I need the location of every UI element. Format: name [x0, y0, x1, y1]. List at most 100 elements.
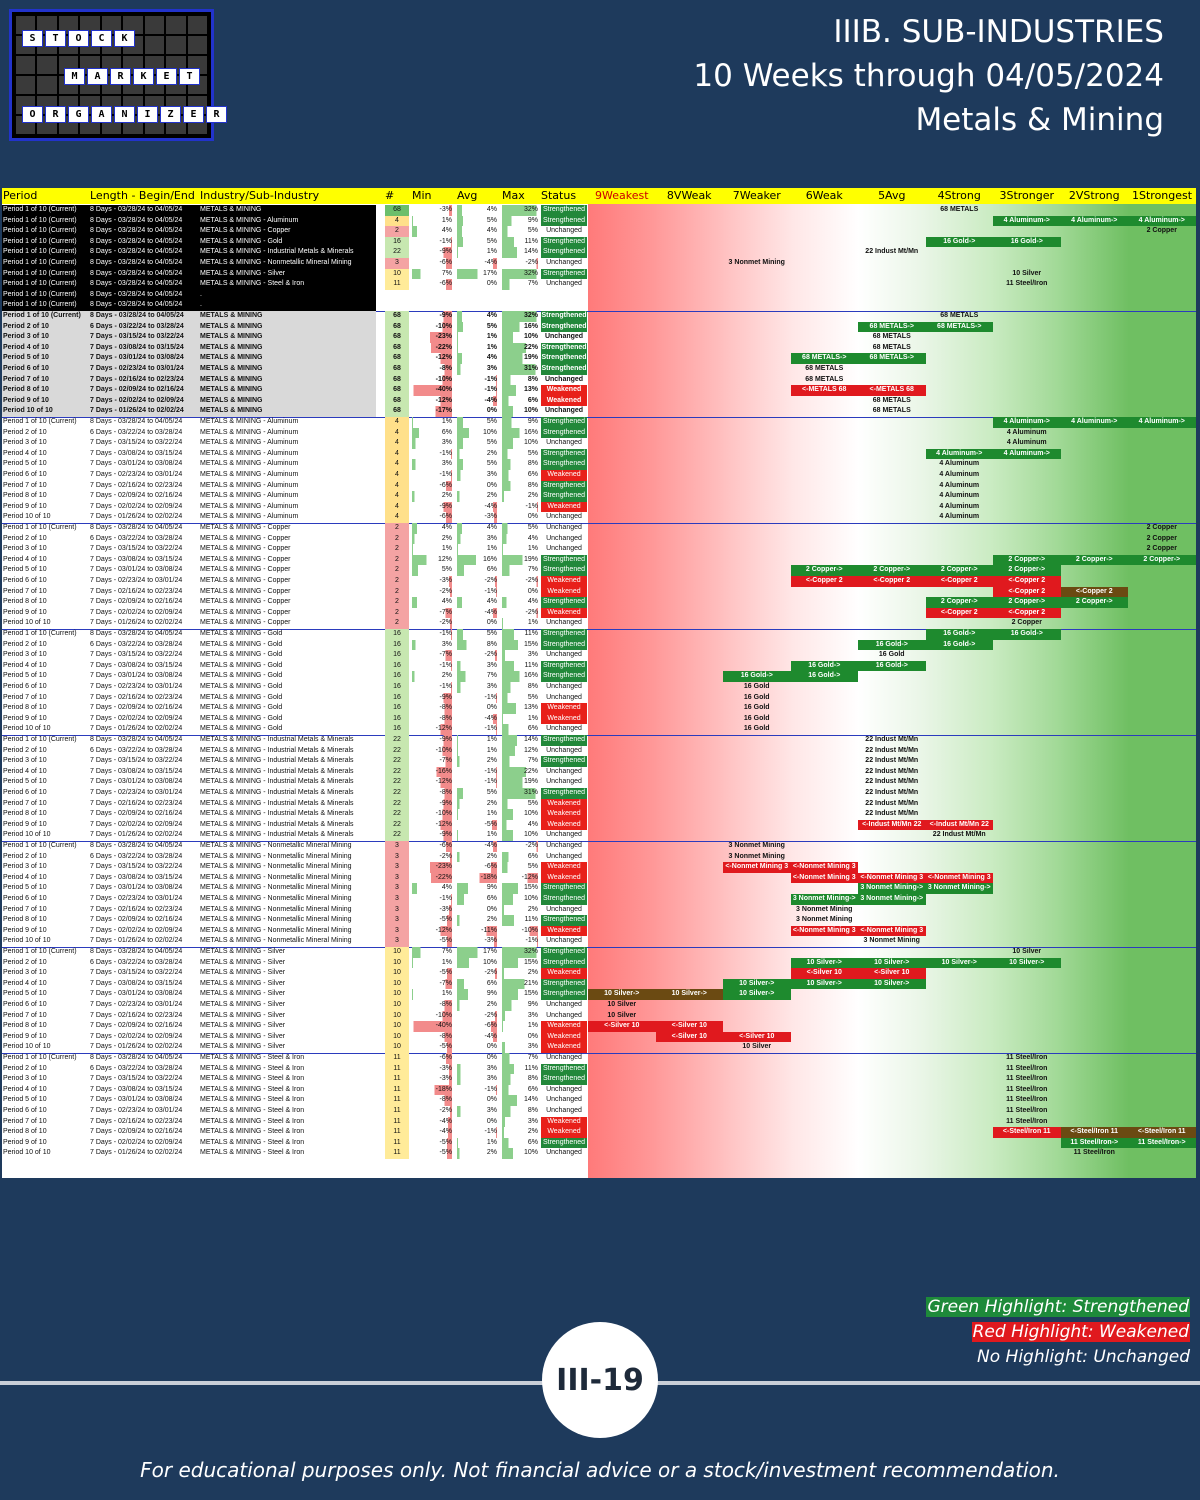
- table-row: Period 4 of 10 7 Days - 03/08/24 to 03/15…: [2, 342, 1196, 354]
- cell-status: Strengthened: [541, 565, 587, 576]
- cell-industry: METALS & MINING - Copper: [200, 524, 291, 531]
- cell-industry: METALS & MINING - Gold: [200, 630, 283, 637]
- cell-max: 8%: [502, 480, 538, 492]
- logo-tile: [101, 16, 122, 34]
- table-row: Period 5 of 10 7 Days - 03/01/24 to 03/08…: [2, 565, 1196, 576]
- cell-industry: METALS & MINING - Steel & Iron: [200, 1107, 305, 1114]
- rank-cell: 16 Gold->: [993, 236, 1061, 248]
- cell-count: 11: [385, 1084, 409, 1096]
- cell-industry: METALS & MINING - Silver: [200, 979, 286, 987]
- cell-avg: -1%: [457, 586, 497, 598]
- cell-avg: -2%: [457, 968, 497, 979]
- rank-cell: 11 Steel/Iron: [1006, 1096, 1048, 1104]
- table-row: Period 1 of 10 (Current) 8 Days - 03/28/2…: [2, 268, 1196, 280]
- cell-industry: METALS & MINING - Gold: [200, 651, 283, 659]
- table-row: Period 6 of 10 7 Days - 02/23/24 to 03/01…: [2, 894, 1196, 905]
- cell-length: 7 Days - 02/02/24 to 02/09/24: [90, 926, 183, 934]
- cell-max: 1%: [502, 1021, 538, 1032]
- cell-avg: 3%: [457, 1074, 497, 1085]
- cell-period: Period 7 of 10: [3, 481, 47, 489]
- cell-period: Period 9 of 10: [3, 820, 47, 828]
- cell-min: -3%: [412, 904, 452, 916]
- cell-industry: METALS & MINING - Industrial Metals & Mi…: [200, 831, 354, 839]
- legend-weakened: Red Highlight: Weakened: [971, 1322, 1190, 1342]
- cell-industry: METALS & MINING - Gold: [200, 714, 283, 722]
- cell-period: Period 5 of 10: [3, 884, 47, 892]
- table-row: Period 3 of 10 7 Days - 03/15/24 to 03/22…: [2, 650, 1196, 661]
- group-divider: [2, 1052, 1196, 1054]
- cell-min: 5%: [412, 565, 452, 576]
- cell-industry: METALS & MINING - Nonmetallic Mineral Mi…: [200, 916, 352, 924]
- rank-cell: 3 Nonmet Mining->: [858, 894, 926, 905]
- rank-cell: 68 METALS->: [858, 353, 926, 364]
- cell-count: 3: [385, 925, 409, 937]
- cell-min: -18%: [412, 1084, 452, 1096]
- rank-cell: 10 Silver: [1012, 269, 1042, 277]
- cell-status: Unchanged: [546, 778, 582, 786]
- cell-max: 5%: [502, 523, 538, 534]
- cell-avg: 4%: [457, 523, 497, 534]
- cell-status: Strengthened: [541, 236, 587, 248]
- cell-avg: 0%: [457, 703, 497, 714]
- cell-count: 68: [385, 311, 409, 322]
- cell-min: -5%: [412, 968, 452, 979]
- cell-industry: METALS & MINING - Steel & Iron: [200, 280, 305, 288]
- cell-min: -1%: [412, 629, 452, 640]
- cell-period: Period 9 of 10: [3, 608, 47, 616]
- rank-cell: 2 Copper->: [993, 565, 1061, 576]
- group-divider: [2, 628, 1196, 630]
- cell-length: 7 Days - 01/26/24 to 02/02/24: [90, 725, 183, 733]
- cell-status: Strengthened: [541, 554, 587, 566]
- cell-count: 11: [385, 1095, 409, 1106]
- cell-period: Period 10 of 10: [3, 831, 51, 839]
- cell-length: 7 Days - 02/02/24 to 02/09/24: [90, 820, 183, 828]
- cell-period: Period 9 of 10: [3, 396, 49, 404]
- rank-cell: 22 Indust Mt/Mn: [865, 789, 919, 796]
- table-row: Period 5 of 10 7 Days - 03/01/24 to 03/08…: [2, 353, 1196, 364]
- cell-length: 7 Days - 03/08/24 to 03/15/24: [90, 555, 183, 563]
- cell-max: 1%: [502, 713, 538, 725]
- cell-avg: 4%: [457, 353, 497, 364]
- rank-cell: 68 METALS: [872, 343, 911, 351]
- cell-avg: 0%: [457, 1095, 497, 1106]
- cell-min: -2%: [412, 586, 452, 598]
- cell-count: 10: [385, 1021, 409, 1032]
- logo-letter: N: [114, 106, 135, 123]
- cell-min: -6%: [412, 258, 452, 269]
- cell-count: 10: [385, 978, 409, 990]
- cell-status: Strengthened: [541, 957, 587, 969]
- table-row: Period 1 of 10 (Current) 8 Days - 03/28/2…: [2, 417, 1196, 428]
- table-row: Period 7 of 10 7 Days - 02/16/24 to 02/23…: [2, 904, 1196, 916]
- group-divider: [2, 734, 1196, 736]
- cell-period: Period 4 of 10: [3, 555, 47, 563]
- cell-count: 11: [385, 1074, 409, 1085]
- cell-count: 2: [385, 554, 409, 566]
- cell-industry: METALS & MINING - Copper: [200, 608, 291, 616]
- cell-period: Period 2 of 10: [3, 640, 47, 648]
- cell-count: 2: [385, 533, 409, 545]
- cell-count: 11: [385, 1106, 409, 1117]
- cell-length: 8 Days - 03/28/24 to 04/05/24: [90, 248, 183, 256]
- cell-length: 7 Days - 03/01/24 to 03/08/24: [90, 990, 183, 998]
- cell-min: 1%: [412, 989, 452, 1000]
- rank-cell: 2 Copper->: [925, 565, 993, 576]
- cell-min: -1%: [412, 894, 452, 905]
- cell-status: Unchanged: [546, 259, 582, 266]
- table-row: Period 3 of 10 7 Days - 03/15/24 to 03/22…: [2, 544, 1196, 555]
- cell-period: Period 3 of 10: [3, 545, 47, 553]
- cell-max: 5%: [502, 226, 538, 237]
- cell-length: 7 Days - 02/16/24 to 02/23/24: [90, 693, 183, 701]
- cell-avg: 6%: [457, 894, 497, 905]
- cell-period: Period 6 of 10: [3, 1107, 47, 1114]
- rank-cell: 11 Steel/Iron->: [1128, 1137, 1196, 1149]
- rank-cell: 4 Aluminum: [1006, 428, 1047, 436]
- rank-cell: 2 Copper: [1146, 524, 1177, 531]
- cell-avg: -18%: [457, 872, 497, 884]
- cell-industry: METALS & MINING - Copper: [200, 227, 291, 235]
- cell-min: -4%: [412, 1127, 452, 1138]
- cell-status: Strengthened: [541, 756, 587, 767]
- col-header-period: Period: [3, 189, 38, 202]
- cell-length: 7 Days - 02/02/24 to 02/09/24: [90, 608, 183, 616]
- cell-industry: METALS & MINING - Nonmetallic Mineral Mi…: [200, 863, 352, 871]
- cell-length: 7 Days - 02/23/24 to 03/01/24: [90, 895, 183, 902]
